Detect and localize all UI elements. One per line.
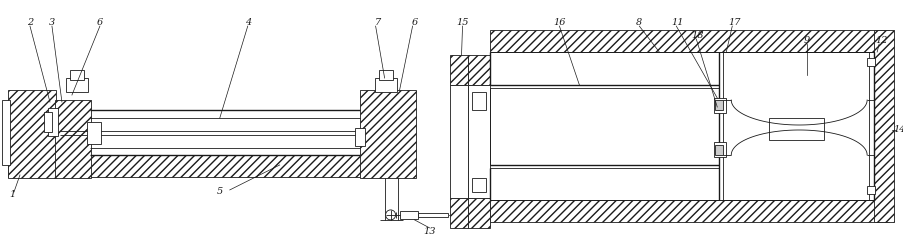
Bar	[467, 55, 489, 85]
Circle shape	[386, 210, 396, 220]
Bar	[866, 58, 874, 66]
Bar	[449, 85, 467, 198]
Bar	[354, 128, 364, 146]
Bar	[48, 108, 58, 136]
Bar	[8, 90, 56, 178]
Bar	[866, 186, 874, 194]
Text: 4: 4	[245, 18, 251, 27]
Bar	[873, 30, 893, 222]
Text: 17: 17	[727, 18, 740, 27]
Text: 12: 12	[874, 35, 887, 45]
Bar	[374, 78, 396, 92]
Text: 2: 2	[27, 18, 33, 27]
Bar	[713, 98, 725, 113]
Bar	[713, 142, 725, 157]
Text: 14: 14	[892, 125, 903, 134]
Bar	[417, 213, 447, 217]
Bar	[714, 100, 722, 110]
Bar	[449, 55, 467, 85]
Bar	[55, 100, 91, 178]
Text: 9: 9	[803, 35, 809, 45]
Text: 13: 13	[423, 227, 435, 236]
Text: 3: 3	[49, 18, 55, 27]
Bar	[378, 70, 392, 80]
Text: 7: 7	[374, 18, 380, 27]
Bar	[489, 30, 889, 52]
Bar	[714, 145, 722, 155]
Text: 5: 5	[217, 187, 223, 196]
Bar	[467, 85, 489, 198]
Bar	[471, 92, 485, 110]
Bar	[66, 78, 88, 92]
Text: 16: 16	[553, 18, 565, 27]
Text: 18: 18	[690, 31, 703, 40]
Bar	[768, 118, 824, 140]
Text: 8: 8	[636, 18, 642, 27]
Bar	[489, 200, 889, 222]
Text: 6: 6	[97, 18, 103, 27]
Bar	[70, 70, 84, 80]
Bar	[87, 122, 101, 144]
Bar	[44, 112, 51, 132]
Bar	[449, 198, 467, 228]
Bar	[8, 155, 414, 177]
Bar	[471, 178, 485, 192]
Bar	[399, 211, 417, 219]
Text: 15: 15	[456, 18, 469, 27]
Bar	[467, 198, 489, 228]
Bar	[359, 90, 415, 178]
Text: 6: 6	[411, 18, 417, 27]
Text: 11: 11	[670, 18, 683, 27]
Text: 1: 1	[9, 190, 15, 199]
Bar	[2, 100, 10, 165]
